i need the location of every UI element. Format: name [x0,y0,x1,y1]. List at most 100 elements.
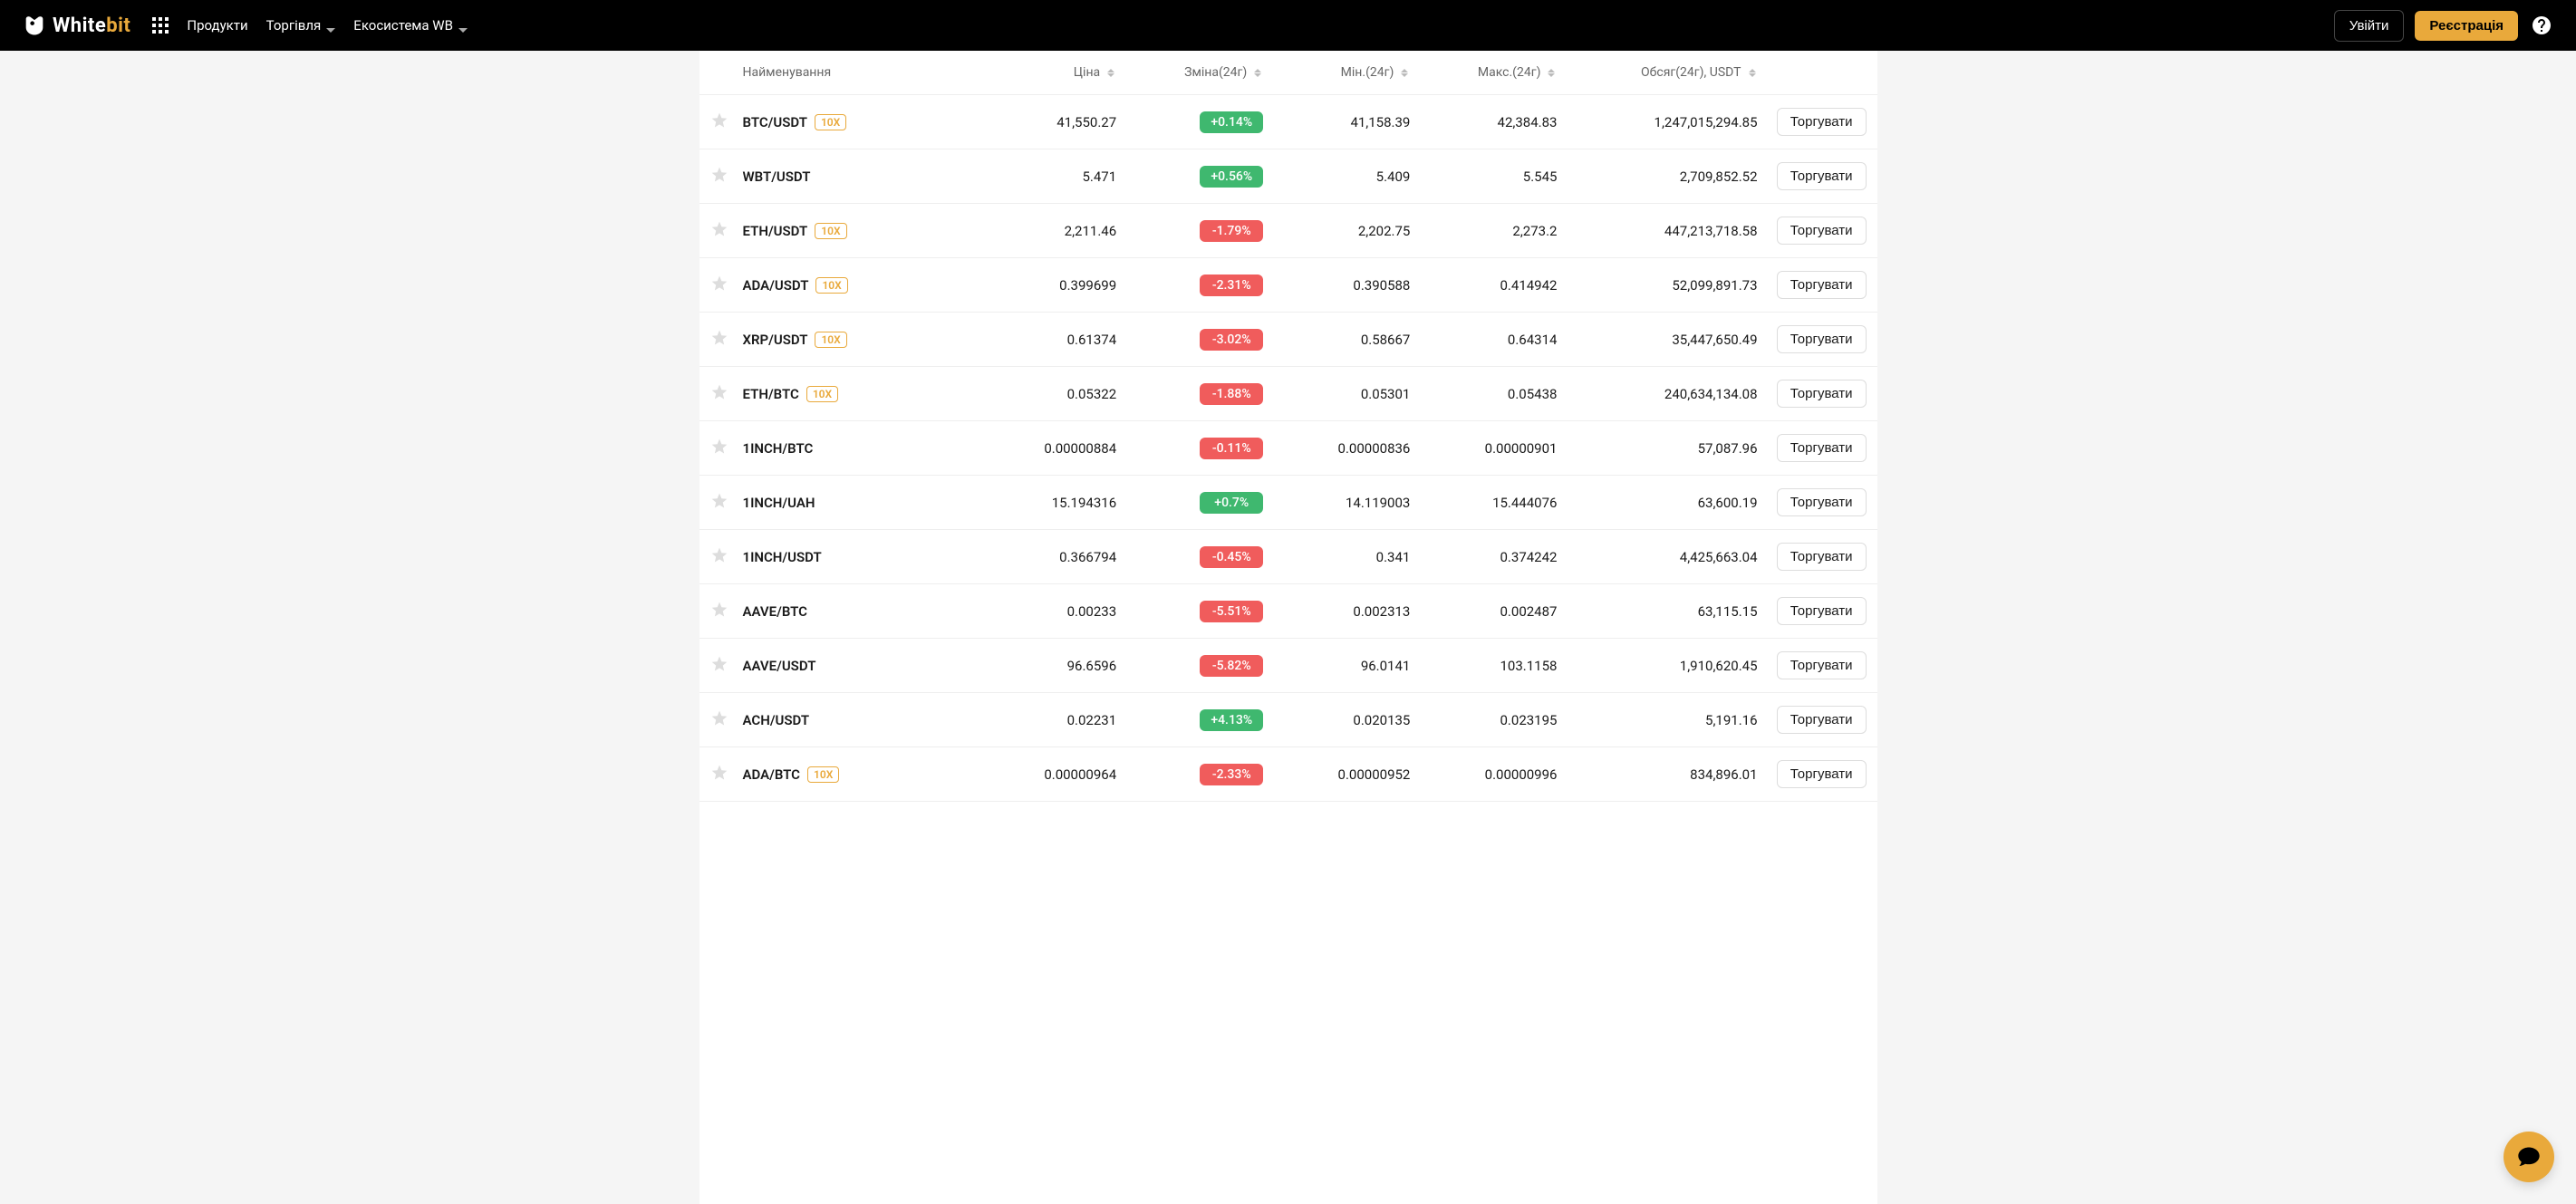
col-header-max[interactable]: Макс.(24г) [1410,65,1557,80]
nav-trade[interactable]: Торгівля [266,17,336,34]
min-cell: 14.119003 [1263,495,1410,511]
pair-name[interactable]: ADA/USDT 10X [743,277,848,294]
logo[interactable]: Whitebit [22,13,130,38]
col-header-min[interactable]: Мін.(24г) [1263,65,1410,80]
trade-button[interactable]: Торгувати [1777,434,1867,462]
pair-name[interactable]: ETH/BTC 10X [743,386,839,402]
table-row: AAVE/BTC 0.00233 -5.51% 0.002313 0.00248… [699,584,1877,639]
pair-name[interactable]: WBT/USDT [743,169,811,185]
col-header-change-label: Зміна(24г) [1184,65,1247,80]
nav-products[interactable]: Продукти [187,17,247,34]
trade-button[interactable]: Торгувати [1777,760,1867,788]
trade-button[interactable]: Торгувати [1777,380,1867,408]
top-header: Whitebit Продукти Торгівля Екосистема WB [0,0,2576,51]
favorite-star-icon[interactable] [710,443,728,459]
favorite-star-icon[interactable] [710,715,728,731]
table-row: WBT/USDT 5.471 +0.56% 5.409 5.545 2,709,… [699,149,1877,204]
pair-name[interactable]: XRP/USDT 10X [743,332,847,348]
favorite-star-icon[interactable] [710,226,728,242]
trade-button[interactable]: Торгувати [1777,488,1867,516]
sort-icon [1254,69,1263,77]
trade-button[interactable]: Торгувати [1777,597,1867,625]
header-right: Увійти Реєстрація [2334,10,2554,42]
leverage-badge: 10X [807,766,839,783]
col-header-name[interactable]: Найменування [743,65,957,80]
favorite-star-icon[interactable] [710,660,728,677]
pair-name[interactable]: AAVE/BTC [743,603,807,620]
change-badge: +0.56% [1200,166,1263,188]
min-cell: 0.390588 [1263,277,1410,294]
favorite-star-icon[interactable] [710,497,728,514]
min-cell: 0.05301 [1263,386,1410,402]
markets-table-container: Найменування Ціна Зміна(24г) Мін.(24г) М… [699,51,1877,1204]
price-cell: 41,550.27 [956,114,1116,130]
max-cell: 5.545 [1410,169,1557,185]
pair-name[interactable]: ETH/USDT 10X [743,223,847,239]
sort-icon [1401,69,1410,77]
min-cell: 0.341 [1263,549,1410,565]
pair-name[interactable]: BTC/USDT 10X [743,114,847,130]
change-badge: -2.31% [1200,275,1263,296]
pair-name[interactable]: 1INCH/BTC [743,440,814,457]
min-cell: 0.00000952 [1263,766,1410,783]
change-badge: -2.33% [1200,764,1263,785]
pair-name[interactable]: ACH/USDT [743,712,810,728]
nav-trade-label: Торгівля [266,17,322,34]
nav-ecosystem-label: Екосистема WB [353,17,453,34]
table-row: ETH/BTC 10X 0.05322 -1.88% 0.05301 0.054… [699,367,1877,421]
nav-grid[interactable] [152,17,169,34]
favorite-star-icon[interactable] [710,552,728,568]
min-cell: 96.0141 [1263,658,1410,674]
favorite-star-icon[interactable] [710,389,728,405]
min-cell: 0.00000836 [1263,440,1410,457]
trade-button[interactable]: Торгувати [1777,651,1867,679]
pair-name[interactable]: 1INCH/USDT [743,549,822,565]
chevron-down-icon [326,21,335,30]
volume-cell: 63,600.19 [1557,495,1757,511]
max-cell: 103.1158 [1410,658,1557,674]
col-header-price[interactable]: Ціна [956,65,1116,80]
pair-name[interactable]: AAVE/USDT [743,658,816,674]
table-row: AAVE/USDT 96.6596 -5.82% 96.0141 103.115… [699,639,1877,693]
register-button[interactable]: Реєстрація [2415,11,2518,41]
table-row: ACH/USDT 0.02231 +4.13% 0.020135 0.02319… [699,693,1877,747]
price-cell: 0.366794 [956,549,1116,565]
favorite-star-icon[interactable] [710,769,728,785]
min-cell: 0.020135 [1263,712,1410,728]
favorite-star-icon[interactable] [710,117,728,133]
chat-button[interactable] [2504,1132,2554,1182]
change-badge: -5.51% [1200,601,1263,622]
trade-button[interactable]: Торгувати [1777,706,1867,734]
table-row: ADA/BTC 10X 0.00000964 -2.33% 0.00000952… [699,747,1877,802]
nav-ecosystem[interactable]: Екосистема WB [353,17,468,34]
price-cell: 5.471 [956,169,1116,185]
favorite-star-icon[interactable] [710,334,728,351]
favorite-star-icon[interactable] [710,171,728,188]
table-row: XRP/USDT 10X 0.61374 -3.02% 0.58667 0.64… [699,313,1877,367]
col-header-change[interactable]: Зміна(24г) [1116,65,1263,80]
change-badge: +0.14% [1200,111,1263,133]
favorite-star-icon[interactable] [710,606,728,622]
max-cell: 0.05438 [1410,386,1557,402]
login-button[interactable]: Увійти [2334,10,2405,42]
trade-button[interactable]: Торгувати [1777,217,1867,245]
volume-cell: 1,247,015,294.85 [1557,114,1757,130]
price-cell: 0.05322 [956,386,1116,402]
trade-button[interactable]: Торгувати [1777,325,1867,353]
trade-button[interactable]: Торгувати [1777,108,1867,136]
pair-name[interactable]: ADA/BTC 10X [743,766,840,783]
pair-name[interactable]: 1INCH/UAH [743,495,815,511]
leverage-badge: 10X [806,386,838,402]
trade-button[interactable]: Торгувати [1777,271,1867,299]
trade-button[interactable]: Торгувати [1777,543,1867,571]
price-cell: 0.00233 [956,603,1116,620]
min-cell: 41,158.39 [1263,114,1410,130]
sort-icon [1548,69,1557,77]
table-row: ETH/USDT 10X 2,211.46 -1.79% 2,202.75 2,… [699,204,1877,258]
help-icon[interactable] [2529,13,2554,38]
volume-cell: 4,425,663.04 [1557,549,1757,565]
price-cell: 0.00000964 [956,766,1116,783]
col-header-volume[interactable]: Обсяг(24г), USDT [1557,65,1757,80]
trade-button[interactable]: Торгувати [1777,162,1867,190]
favorite-star-icon[interactable] [710,280,728,296]
